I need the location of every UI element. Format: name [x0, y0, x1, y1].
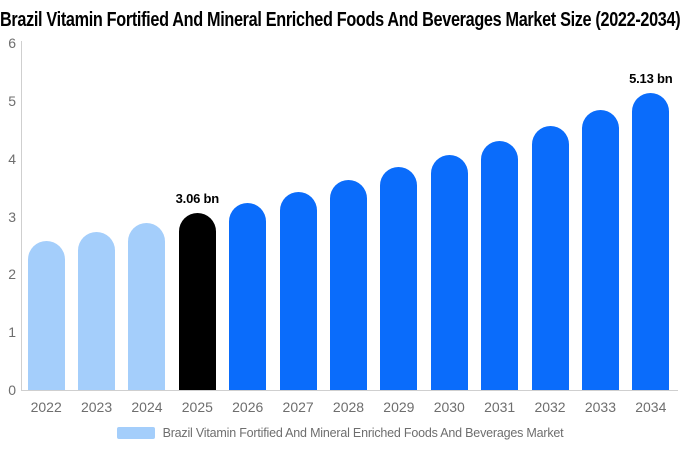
x-tick-label-2025: 2025 — [181, 399, 213, 415]
x-tick-label-2029: 2029 — [383, 399, 415, 415]
x-tick-label-2034: 2034 — [635, 399, 667, 415]
legend-label: Brazil Vitamin Fortified And Mineral Enr… — [162, 426, 564, 440]
bar-2022[interactable] — [27, 240, 65, 390]
bar-2026[interactable] — [229, 202, 267, 390]
bar-2027[interactable] — [279, 191, 317, 390]
y-tick-label-1: 1 — [8, 324, 16, 341]
x-tick-label-2031: 2031 — [484, 399, 516, 415]
y-tick-label-2: 2 — [8, 266, 16, 283]
x-axis-line — [21, 390, 678, 391]
bar-2031[interactable] — [481, 140, 519, 390]
y-axis-line — [21, 41, 22, 391]
legend-swatch — [116, 427, 155, 439]
value-label-2025: 3.06 bn — [175, 191, 220, 207]
bar-2029[interactable] — [380, 167, 418, 390]
value-label-2034: 5.13 bn — [629, 71, 673, 87]
bar-2024[interactable] — [128, 222, 166, 390]
chart-title: Brazil Vitamin Fortified And Mineral Enr… — [0, 9, 680, 31]
x-tick-label-2026: 2026 — [232, 399, 264, 415]
bar-2028[interactable] — [330, 180, 367, 390]
x-tick-label-2028: 2028 — [332, 399, 365, 415]
bar-2032[interactable] — [531, 125, 569, 390]
x-tick-label-2027: 2027 — [282, 399, 314, 415]
bar-2025[interactable] — [178, 213, 216, 390]
x-tick-label-2024: 2024 — [131, 399, 163, 415]
bar-2023[interactable] — [78, 232, 116, 390]
x-tick-label-2023: 2023 — [80, 399, 113, 415]
bar-2033[interactable] — [581, 110, 619, 390]
x-tick-label-2032: 2032 — [534, 399, 566, 415]
x-tick-label-2033: 2033 — [584, 399, 616, 415]
bar-2034[interactable] — [632, 93, 670, 390]
y-tick-label-5: 5 — [8, 92, 16, 109]
bar-2030[interactable] — [430, 154, 468, 390]
y-tick-label-4: 4 — [8, 150, 16, 167]
y-tick-label-6: 6 — [8, 35, 16, 51]
x-tick-label-2022: 2022 — [30, 399, 62, 415]
legend-item[interactable]: Brazil Vitamin Fortified And Mineral Enr… — [0, 426, 680, 440]
y-tick-label-3: 3 — [8, 208, 16, 225]
x-tick-label-2030: 2030 — [433, 399, 465, 415]
y-tick-label-0: 0 — [8, 382, 16, 398]
